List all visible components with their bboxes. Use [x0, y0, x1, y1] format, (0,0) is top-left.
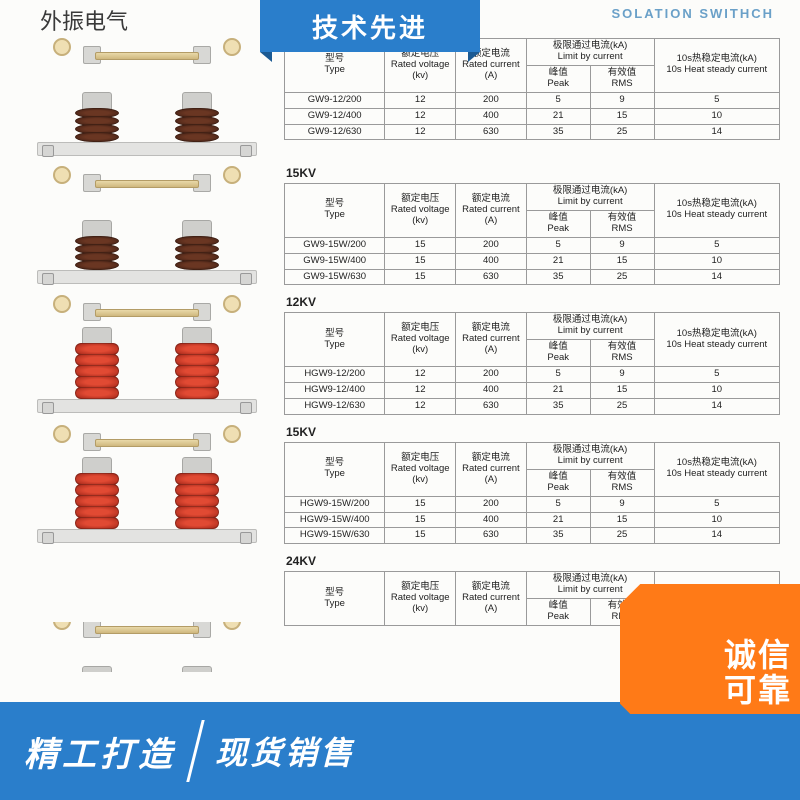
product-image [37, 435, 257, 529]
table-row: HGW9-15W/63015630 352514 [285, 528, 780, 544]
product-cell [28, 166, 266, 284]
spec-cell: 15KV 型号Type 额定电压Rated voltage(kv) 额定电流Ra… [284, 425, 780, 544]
spec-cell: 12KV 型号Type 额定电压Rated voltage(kv) 额定电流Ra… [284, 295, 780, 414]
terminal-lug-icon [53, 425, 71, 443]
spec-table: 型号Type 额定电压Rated voltage(kv) 额定电流Rated c… [284, 442, 780, 544]
terminal-lug-icon [223, 295, 241, 313]
terminal-lug-icon [223, 425, 241, 443]
product-cell [28, 554, 266, 672]
table-row: GW9-12/40012400 211510 [285, 108, 780, 124]
corner-badge: 诚信 可靠 [620, 584, 800, 714]
spec-table: 型号Type 额定电压Rated voltage(kv) 额定电流Rated c… [284, 312, 780, 414]
corner-badge-text: 诚信 可靠 [724, 638, 792, 708]
table-row: HGW9-15W/20015200 595 [285, 496, 780, 512]
terminal-lug-icon [53, 295, 71, 313]
terminal-lug-icon [53, 622, 71, 630]
bottom-banner: 精工打造 现货销售 [0, 702, 800, 800]
section-row: 12KV 型号Type 额定电压Rated voltage(kv) 额定电流Ra… [28, 295, 780, 414]
product-image [37, 305, 257, 399]
terminal-lug-icon [223, 622, 241, 630]
spec-cell: 15KV 型号Type 额定电压Rated voltage(kv) 额定电流Ra… [284, 166, 780, 285]
base-plate-icon [37, 529, 257, 543]
badge-top-ribbon: 技术先进 [260, 0, 480, 52]
switch-blade-icon [95, 309, 199, 317]
table-row: HGW9-12/40012400 211510 [285, 383, 780, 399]
terminal-lug-icon [53, 38, 71, 56]
english-title: SOLATION SWITHCH [612, 6, 774, 21]
table-row: GW9-15W/63015630 352514 [285, 269, 780, 285]
banner-right-text: 现货销售 [215, 728, 355, 774]
voltage-label: 15KV [286, 166, 780, 180]
table-row: HGW9-12/20012200 595 [285, 367, 780, 383]
product-image [37, 176, 257, 270]
terminal-lug-icon [53, 166, 71, 184]
spec-table: 型号Type 额定电压Rated voltage(kv) 额定电流Rated c… [284, 183, 780, 285]
badge-top-text: 技术先进 [312, 8, 428, 45]
section-row: 型号Type 额定电压Rated voltage(kv) 额定电流Rated c… [28, 38, 780, 156]
voltage-label: 15KV [286, 425, 780, 439]
table-row: GW9-12/63012630 352514 [285, 124, 780, 140]
table-row: HGW9-15W/40015400 211510 [285, 512, 780, 528]
product-cell [28, 295, 266, 413]
brand-text: 外振电气 [40, 4, 128, 36]
product-cell [28, 38, 266, 156]
base-plate-icon [37, 399, 257, 413]
switch-blade-icon [95, 626, 199, 634]
terminal-lug-icon [223, 38, 241, 56]
voltage-label: 24KV [286, 554, 780, 568]
spec-cell: 型号Type 额定电压Rated voltage(kv) 额定电流Rated c… [284, 38, 780, 140]
section-row: 15KV 型号Type 额定电压Rated voltage(kv) 额定电流Ra… [28, 166, 780, 285]
corner-line2: 可靠 [724, 672, 792, 708]
table-row: HGW9-12/63012630 352514 [285, 398, 780, 414]
banner-separator [186, 720, 204, 782]
voltage-label: 12KV [286, 295, 780, 309]
table-row: GW9-15W/40015400 211510 [285, 253, 780, 269]
banner-left-text: 精工打造 [24, 727, 176, 776]
switch-blade-icon [95, 180, 199, 188]
catalog-page: 外振电气 SOLATION SWITHCH 技术先进 [0, 0, 800, 800]
base-plate-icon [37, 142, 257, 156]
terminal-lug-icon [223, 166, 241, 184]
corner-line1: 诚信 [724, 637, 792, 673]
table-row: GW9-15W/20015200 595 [285, 237, 780, 253]
table-row: GW9-12/20012200 595 [285, 92, 780, 108]
base-plate-icon [37, 270, 257, 284]
product-cell [28, 425, 266, 543]
product-image-partial [37, 622, 257, 672]
switch-blade-icon [95, 439, 199, 447]
product-image [37, 48, 257, 142]
switch-blade-icon [95, 52, 199, 60]
section-row: 15KV 型号Type 额定电压Rated voltage(kv) 额定电流Ra… [28, 425, 780, 544]
spec-table: 型号Type 额定电压Rated voltage(kv) 额定电流Rated c… [284, 38, 780, 140]
